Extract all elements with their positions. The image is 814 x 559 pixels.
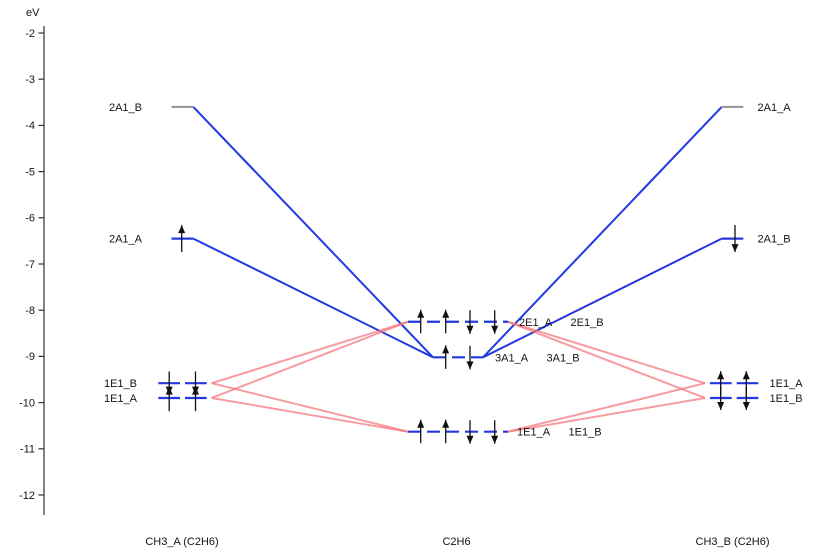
connector-center.3A1-to-right.2A1_B	[482, 237, 723, 359]
electron-down-arrow-center-3A1-head	[466, 361, 474, 370]
level-label-center-3A1_B: 3A1_B	[547, 352, 580, 364]
level-label-left-2A1_B: 2A1_B	[109, 102, 142, 114]
level-label-right-2A1_A: 2A1_A	[758, 102, 792, 114]
connector-left.1E1_A-to-center.1E1	[211, 396, 409, 433]
electron-down-arrow-center-2E1-head	[491, 325, 499, 334]
y-axis-tick-label: -7	[25, 259, 35, 271]
electron-up-arrow-center-1E1-head	[417, 419, 425, 428]
connector-left.2A1_A-to-center.3A1	[192, 237, 434, 359]
electron-up-arrow-center-3A1-head	[442, 345, 450, 354]
y-axis-tick-label: -3	[25, 74, 35, 86]
level-label-center-1E1_A: 1E1_A	[517, 427, 551, 439]
level-label-right-1E1_B: 1E1_B	[770, 393, 803, 405]
connector-left.1E1_A-to-center.2E1	[211, 320, 409, 399]
connector-lines-layer	[192, 106, 723, 433]
connector-center.3A1-to-right.2A1_A	[482, 106, 723, 359]
level-label-center-1E1_B: 1E1_B	[569, 427, 602, 439]
y-axis-tick-label: -8	[25, 305, 35, 317]
connector-left.1E1_B-to-center.1E1	[211, 382, 409, 433]
y-axis-layer: -2 -3 -4 -5 -6 -7 -8 -9 -10 -11 -12	[19, 26, 45, 515]
y-axis-tick-label: -4	[25, 120, 35, 132]
electron-up-arrow-center-2E1-head	[417, 309, 425, 318]
level-labels-layer: 2A1_B 2A1_A 1E1_B 1E1_A 2E1_A 2E1_B 3A1_A 3A1_B…	[104, 102, 803, 439]
column-title-ch3-b: CH3_B (C2H6)	[696, 536, 770, 548]
electron-up-arrow-center-2E1-head	[442, 309, 450, 318]
y-axis-tick-label: -10	[19, 397, 35, 409]
connector-center.2E1-to-right.1E1_B	[507, 320, 706, 399]
y-axis-tick-label: -11	[20, 444, 35, 456]
connector-center.1E1-to-right.1E1_A	[507, 382, 706, 433]
connector-left.1E1_B-to-center.2E1	[211, 320, 409, 385]
column-title-c2h6: C2H6	[442, 536, 470, 548]
y-axis-tick-label: -12	[19, 490, 35, 502]
connector-center.2E1-to-right.1E1_A	[507, 320, 706, 385]
y-axis-tick-label: -5	[25, 166, 35, 178]
electron-down-arrow-right-2A1_B-head	[731, 244, 739, 253]
connector-left.2A1_B-to-center.3A1	[192, 106, 434, 359]
level-label-right-1E1_A: 1E1_A	[770, 378, 804, 390]
electron-down-arrow-right-1E1_B-head	[742, 401, 750, 410]
y-axis-tick-label: -9	[25, 351, 35, 363]
connector-center.1E1-to-right.1E1_B	[507, 396, 706, 433]
electron-arrows-layer	[165, 225, 750, 444]
y-axis-tick-label: -6	[25, 213, 35, 225]
level-label-center-2E1_A: 2E1_A	[519, 317, 553, 329]
y-axis-tick-label: -2	[25, 28, 35, 40]
level-label-right-2A1_B: 2A1_B	[758, 234, 791, 246]
y-axis-title: eV	[26, 7, 40, 19]
level-label-center-3A1_A: 3A1_A	[495, 352, 529, 364]
electron-up-arrow-right-1E1_A-head	[742, 371, 750, 380]
electron-down-arrow-center-2E1-head	[466, 325, 474, 334]
electron-down-arrow-center-1E1-head	[491, 435, 499, 444]
level-label-left-1E1_B: 1E1_B	[104, 378, 137, 390]
electron-up-arrow-left-2A1_A-head	[178, 225, 186, 234]
level-label-center-2E1_B: 2E1_B	[571, 317, 604, 329]
electron-down-arrow-right-1E1_B-head	[717, 401, 725, 410]
electron-up-arrow-right-1E1_A-head	[717, 371, 725, 380]
electron-up-arrow-left-1E1_A-head	[165, 386, 173, 395]
level-label-left-2A1_A: 2A1_A	[109, 234, 143, 246]
level-label-left-1E1_A: 1E1_A	[104, 393, 138, 405]
electron-up-arrow-center-1E1-head	[442, 419, 450, 428]
column-title-ch3-a: CH3_A (C2H6)	[145, 536, 218, 548]
electron-down-arrow-center-1E1-head	[466, 435, 474, 444]
electron-up-arrow-left-1E1_A-head	[192, 386, 199, 395]
